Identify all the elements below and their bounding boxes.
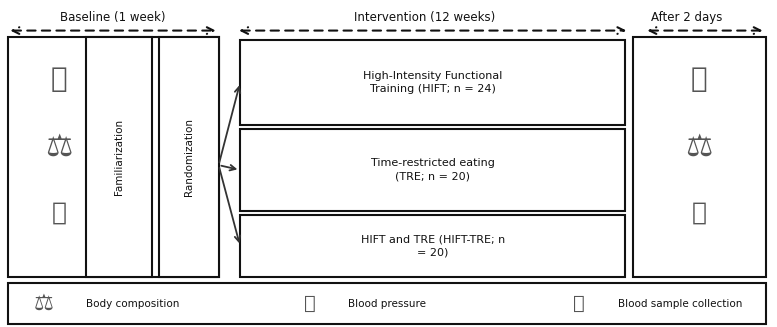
Text: Blood pressure: Blood pressure: [348, 299, 426, 309]
FancyBboxPatch shape: [240, 215, 625, 277]
Text: Familiarization: Familiarization: [114, 119, 124, 195]
FancyBboxPatch shape: [159, 37, 218, 277]
FancyBboxPatch shape: [633, 37, 765, 277]
Text: 🩺: 🩺: [51, 200, 67, 224]
Text: HIFT and TRE (HIFT-TRE; n
= 20): HIFT and TRE (HIFT-TRE; n = 20): [361, 234, 505, 258]
Text: ⚖: ⚖: [33, 294, 54, 314]
Text: Intervention (12 weeks): Intervention (12 weeks): [354, 11, 496, 24]
Text: 🧪: 🧪: [691, 65, 708, 93]
Text: Blood sample collection: Blood sample collection: [618, 299, 742, 309]
Text: 🧪: 🧪: [573, 294, 585, 313]
Text: 🩺: 🩺: [304, 294, 315, 313]
FancyBboxPatch shape: [86, 37, 152, 277]
Text: Body composition: Body composition: [86, 299, 179, 309]
Text: Baseline (1 week): Baseline (1 week): [61, 11, 166, 24]
Text: Randomization: Randomization: [184, 118, 194, 196]
FancyBboxPatch shape: [8, 284, 765, 324]
Text: After 2 days: After 2 days: [651, 11, 723, 24]
Text: High-Intensity Functional
Training (HIFT; n = 24): High-Intensity Functional Training (HIFT…: [363, 71, 503, 94]
Text: ⚖: ⚖: [685, 133, 713, 162]
Text: 🧪: 🧪: [51, 65, 68, 93]
Text: 🩺: 🩺: [692, 200, 707, 224]
FancyBboxPatch shape: [8, 37, 219, 277]
FancyBboxPatch shape: [240, 129, 625, 211]
Text: ⚖: ⚖: [46, 133, 73, 162]
FancyBboxPatch shape: [240, 40, 625, 125]
Text: Time-restricted eating
(TRE; n = 20): Time-restricted eating (TRE; n = 20): [371, 158, 495, 181]
